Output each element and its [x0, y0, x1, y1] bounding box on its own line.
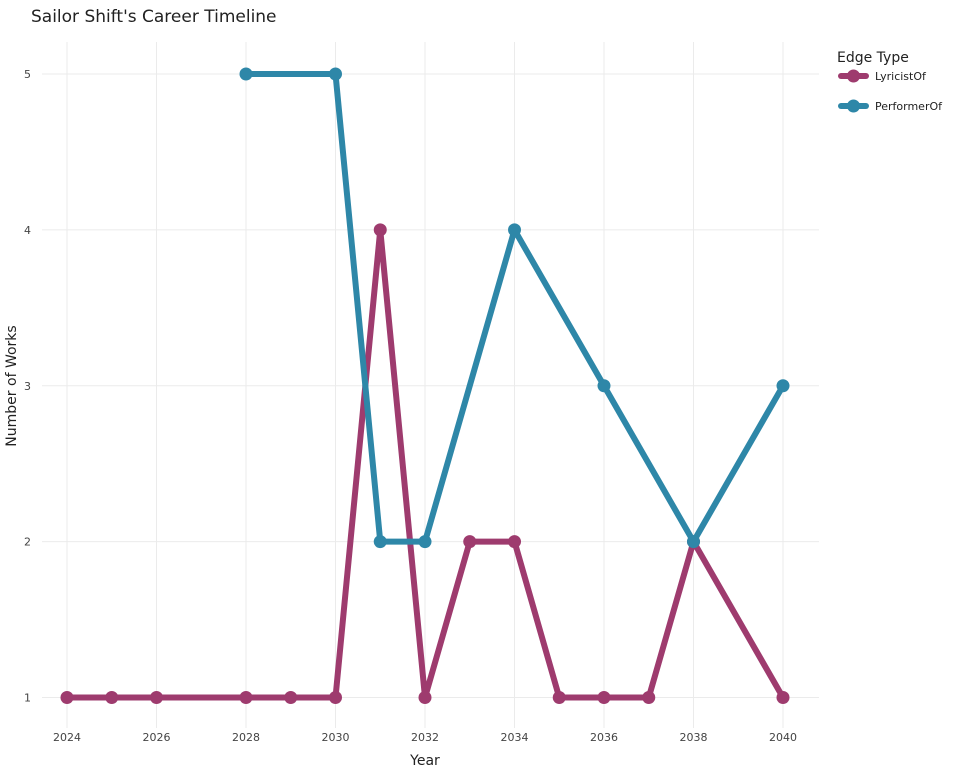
legend-item: LyricistOf	[838, 69, 927, 83]
data-point	[508, 223, 521, 237]
x-tick-label: 2040	[769, 731, 797, 744]
legend-label: LyricistOf	[875, 70, 927, 83]
data-point	[239, 67, 253, 81]
legend-label: PerformerOf	[875, 100, 943, 113]
data-point	[597, 379, 611, 393]
data-point	[463, 535, 477, 549]
x-tick-label: 2028	[232, 731, 260, 744]
x-tick-label: 2030	[322, 731, 350, 744]
data-point	[552, 691, 566, 704]
series-PerformerOf	[239, 67, 790, 549]
x-tick-label: 2038	[680, 731, 708, 744]
data-point	[373, 535, 387, 549]
y-tick-label: 3	[24, 380, 31, 393]
chart-title: Sailor Shift's Career Timeline	[31, 7, 277, 27]
data-point	[373, 223, 387, 237]
y-tick-label: 1	[24, 692, 31, 705]
y-tick-label: 2	[24, 536, 31, 549]
data-point	[508, 535, 521, 549]
legend-items: LyricistOf PerformerOf	[838, 69, 943, 113]
data-point	[150, 691, 163, 704]
legend-marker-swatch	[847, 69, 860, 83]
tick-labels: 2024 2026 2028 2030 2032 2034 2036 2038 2040 1 2 3 4…	[24, 68, 797, 744]
data-point	[687, 535, 700, 549]
data-point	[329, 691, 342, 704]
legend-item: PerformerOf	[838, 99, 943, 113]
x-tick-label: 2034	[501, 731, 529, 744]
legend: Edge Type LyricistOf PerformerOf	[837, 50, 943, 113]
data-point	[105, 691, 119, 704]
series-group	[60, 67, 790, 704]
data-point	[329, 67, 342, 81]
grid	[42, 42, 819, 728]
x-axis-title: Year	[409, 753, 440, 768]
x-tick-label: 2036	[590, 731, 618, 744]
y-tick-label: 5	[24, 68, 31, 81]
data-point	[597, 691, 611, 704]
data-point	[239, 691, 253, 704]
data-point	[776, 379, 790, 393]
data-point	[60, 691, 74, 704]
legend-title: Edge Type	[837, 50, 909, 66]
data-point	[284, 691, 298, 704]
series-line	[243, 71, 786, 545]
y-tick-label: 4	[24, 224, 31, 237]
data-point	[418, 535, 432, 549]
x-tick-label: 2032	[411, 731, 439, 744]
legend-marker-swatch	[847, 99, 860, 113]
y-axis-title: Number of Works	[4, 325, 20, 446]
data-point	[642, 691, 656, 704]
x-tick-label: 2024	[53, 731, 81, 744]
x-tick-label: 2026	[143, 731, 171, 744]
data-point	[418, 691, 432, 704]
data-point	[776, 691, 790, 704]
